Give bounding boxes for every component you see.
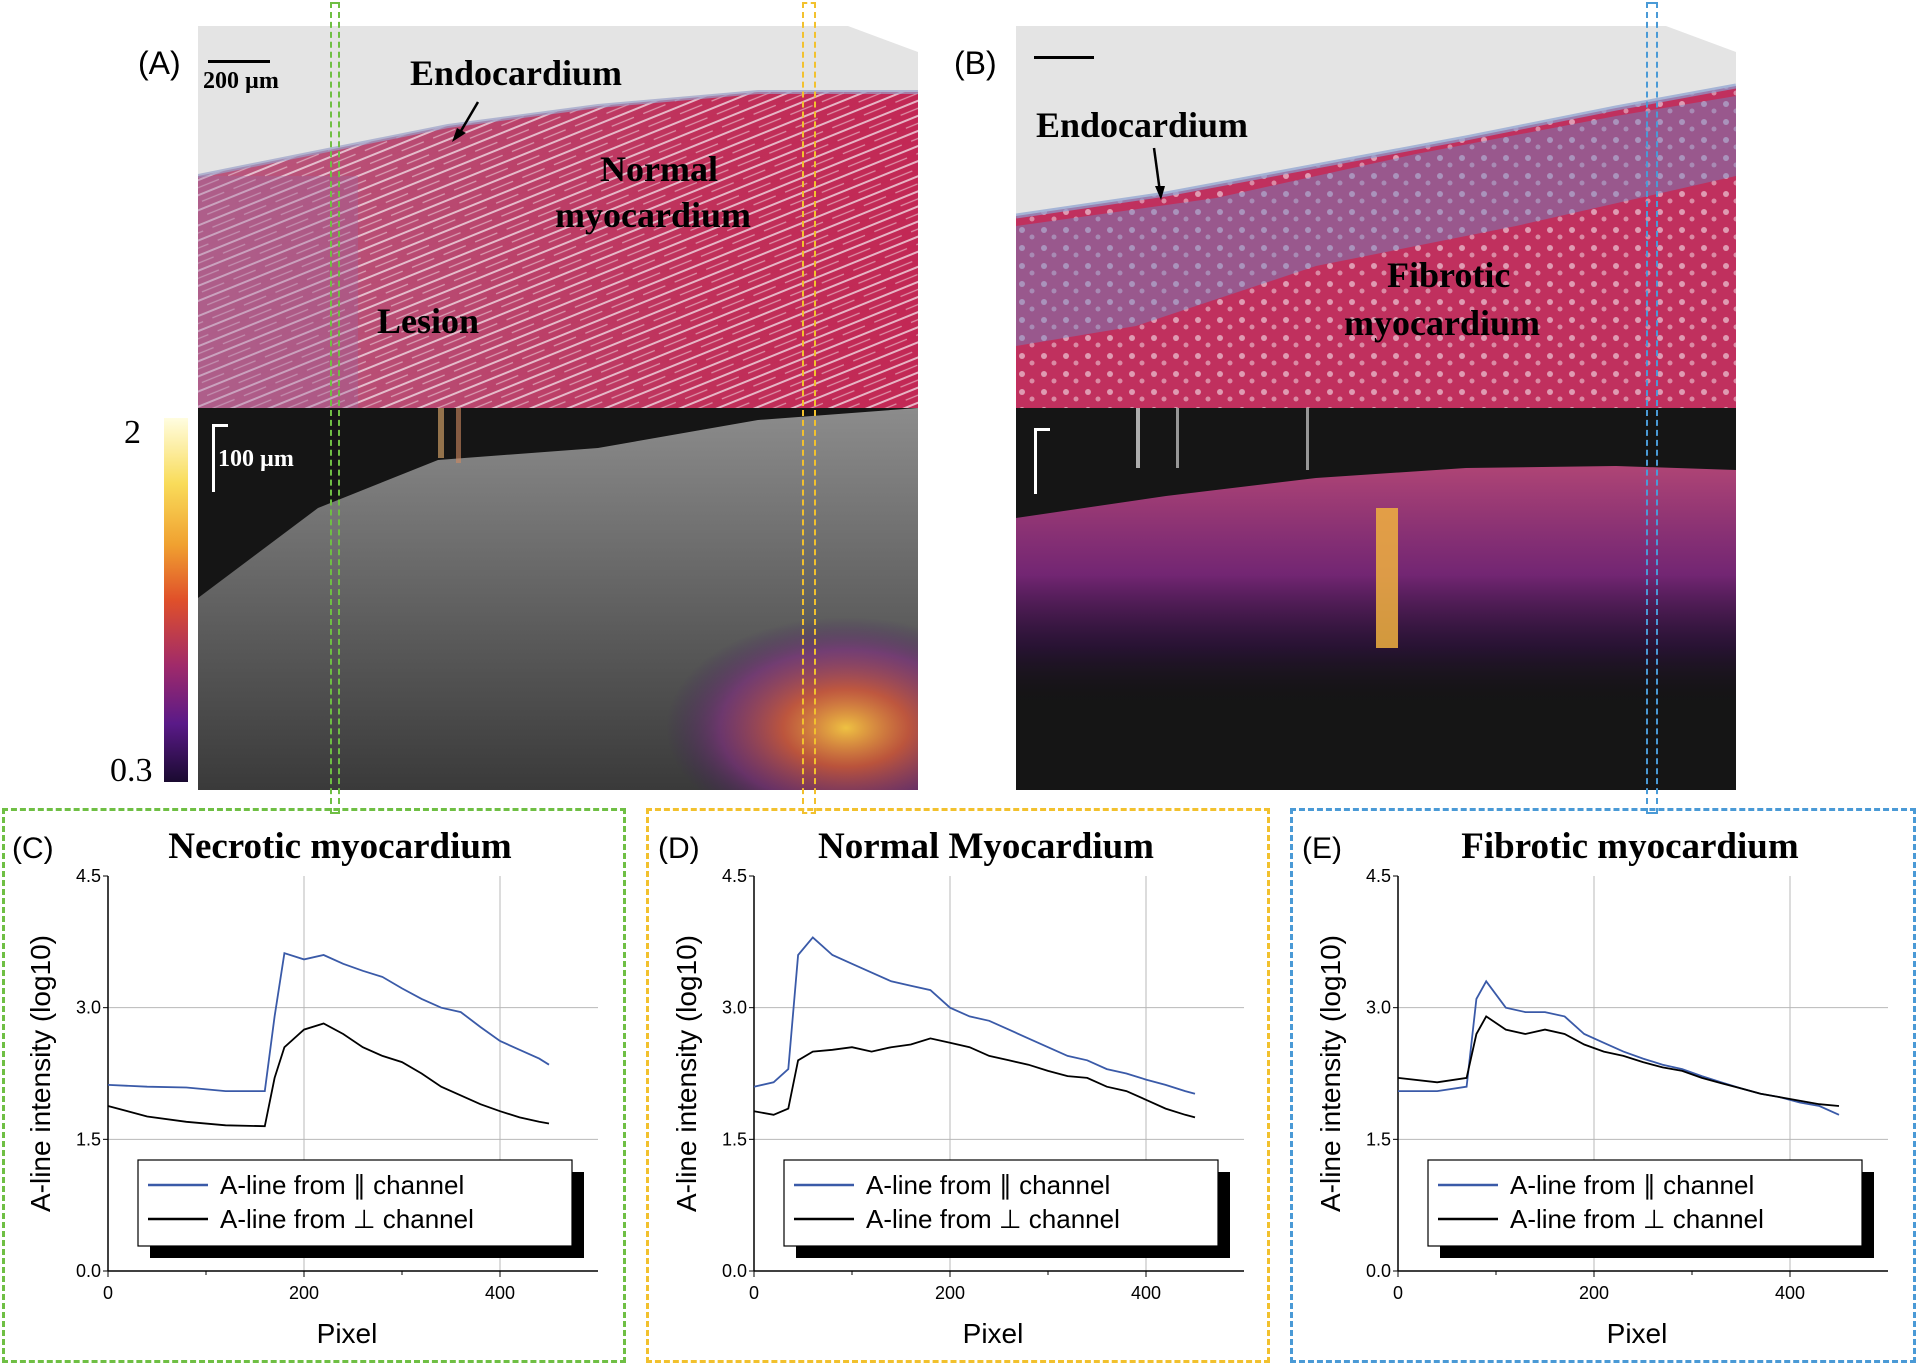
oct-image-b — [1016, 408, 1736, 790]
scale-bar-a-bottom-label: 100 µm — [218, 446, 294, 472]
annotation-normal-a: Normal — [600, 149, 718, 189]
series-line-parallel — [753, 936, 1196, 1095]
box-c — [2, 808, 626, 1363]
y-tick-label: 4.5 — [722, 866, 747, 886]
annotation-myocardium-a: myocardium — [555, 195, 751, 235]
panel-label: (E) — [1302, 832, 1342, 865]
arrow-endocardium-b — [1152, 147, 1165, 200]
y-tick-label: 4.5 — [1366, 866, 1391, 886]
annotation-myocardium-b: myocardium — [1344, 303, 1540, 343]
y-tick-label: 3.0 — [1366, 998, 1391, 1018]
annotation-lesion-a: Lesion — [377, 301, 480, 341]
legend-box — [137, 1159, 573, 1247]
legend-label: A-line from ⊥ channel — [1510, 1204, 1764, 1234]
x-axis-label: Pixel — [963, 1318, 1024, 1349]
x-tick-label: 200 — [1579, 1283, 1609, 1303]
scale-bar-b-bottom-vertical — [1034, 428, 1037, 494]
y-tick-label: 1.5 — [76, 1129, 101, 1149]
chart-0: (C) Necrotic myocardium 0.0 1.5 3.0 4.5 0 200 40… — [12, 826, 598, 1349]
x-axis-label: Pixel — [1607, 1318, 1668, 1349]
box-d — [646, 808, 1270, 1363]
x-tick-label: 400 — [1775, 1283, 1805, 1303]
histology-image-b — [1016, 26, 1736, 408]
oct-image-a — [198, 408, 918, 790]
panel-label: (D) — [658, 832, 700, 865]
series-line-parallel — [107, 952, 550, 1092]
chart-1: (D) Normal Myocardium 0.0 1.5 3.0 4.5 0 200 400 P… — [658, 826, 1244, 1349]
scale-bar-b-top — [1034, 56, 1094, 59]
chart-title: Normal Myocardium — [818, 826, 1154, 867]
x-tick-label: 200 — [289, 1283, 319, 1303]
scale-bar-b-bottom-horizontal — [1034, 428, 1050, 431]
scale-bar-a-bottom-vertical — [212, 424, 215, 492]
y-tick-label: 4.5 — [76, 866, 101, 886]
series-line-perp — [753, 1037, 1196, 1119]
colorbar — [164, 418, 188, 782]
x-tick-label: 0 — [749, 1283, 759, 1303]
legend-label: A-line from ⊥ channel — [866, 1204, 1120, 1234]
x-tick-label: 200 — [935, 1283, 965, 1303]
colorbar-min-label: 0.3 — [110, 752, 153, 789]
charts-row: (C) Necrotic myocardium 0.0 1.5 3.0 4.5 0 200 40… — [0, 808, 1920, 1365]
legend-label: A-line from ∥ channel — [220, 1170, 464, 1200]
y-tick-label: 0.0 — [76, 1261, 101, 1281]
scale-bar-a-bottom-horizontal — [212, 424, 228, 427]
legend-box — [1427, 1159, 1863, 1247]
panel-b-label: (B) — [954, 45, 997, 81]
y-axis-label: A-line intensity (log10) — [1315, 935, 1346, 1212]
legend-label: A-line from ∥ channel — [866, 1170, 1110, 1200]
x-tick-label: 0 — [103, 1283, 113, 1303]
y-tick-label: 3.0 — [76, 998, 101, 1018]
x-axis-label: Pixel — [317, 1318, 378, 1349]
annotation-fibrotic-b: Fibrotic — [1387, 255, 1511, 295]
blue-guide-line — [1646, 2, 1658, 814]
x-tick-label: 400 — [1131, 1283, 1161, 1303]
series-line-parallel — [1398, 979, 1840, 1116]
colorbar-max-label: 2 — [124, 414, 141, 451]
series-line-perp — [107, 1022, 550, 1128]
legend-label: A-line from ⊥ channel — [220, 1204, 474, 1234]
legend-box — [783, 1159, 1219, 1247]
y-tick-label: 3.0 — [722, 998, 747, 1018]
y-tick-label: 0.0 — [1366, 1261, 1391, 1281]
y-tick-label: 1.5 — [1366, 1129, 1391, 1149]
legend-label: A-line from ∥ channel — [1510, 1170, 1754, 1200]
y-axis-label: A-line intensity (log10) — [671, 935, 702, 1212]
x-tick-label: 400 — [485, 1283, 515, 1303]
y-axis-label: A-line intensity (log10) — [25, 935, 56, 1212]
green-guide-line — [330, 2, 340, 814]
x-tick-label: 0 — [1393, 1283, 1403, 1303]
panel-label: (C) — [12, 832, 54, 865]
chart-2: (E) Fibrotic myocardium 0.0 1.5 3.0 4.5 0 200 40… — [1302, 826, 1888, 1349]
box-e — [1290, 808, 1916, 1363]
y-tick-label: 1.5 — [722, 1129, 747, 1149]
annotation-endocardium-b: Endocardium — [1036, 105, 1249, 145]
charts-svg: (C) Necrotic myocardium 0.0 1.5 3.0 4.5 0 200 40… — [12, 826, 1888, 1349]
arrow-endocardium-a — [452, 101, 480, 142]
panel-a-label: (A) — [138, 45, 181, 81]
y-tick-label: 0.0 — [722, 1261, 747, 1281]
chart-title: Necrotic myocardium — [168, 826, 512, 867]
annotation-endocardium-a: Endocardium — [410, 53, 623, 93]
scale-bar-a-top-label: 200 µm — [203, 68, 279, 94]
chart-title: Fibrotic myocardium — [1461, 826, 1799, 867]
series-line-perp — [1397, 1015, 1840, 1107]
yellow-guide-line — [802, 2, 816, 814]
scale-bar-a-top — [208, 60, 270, 63]
